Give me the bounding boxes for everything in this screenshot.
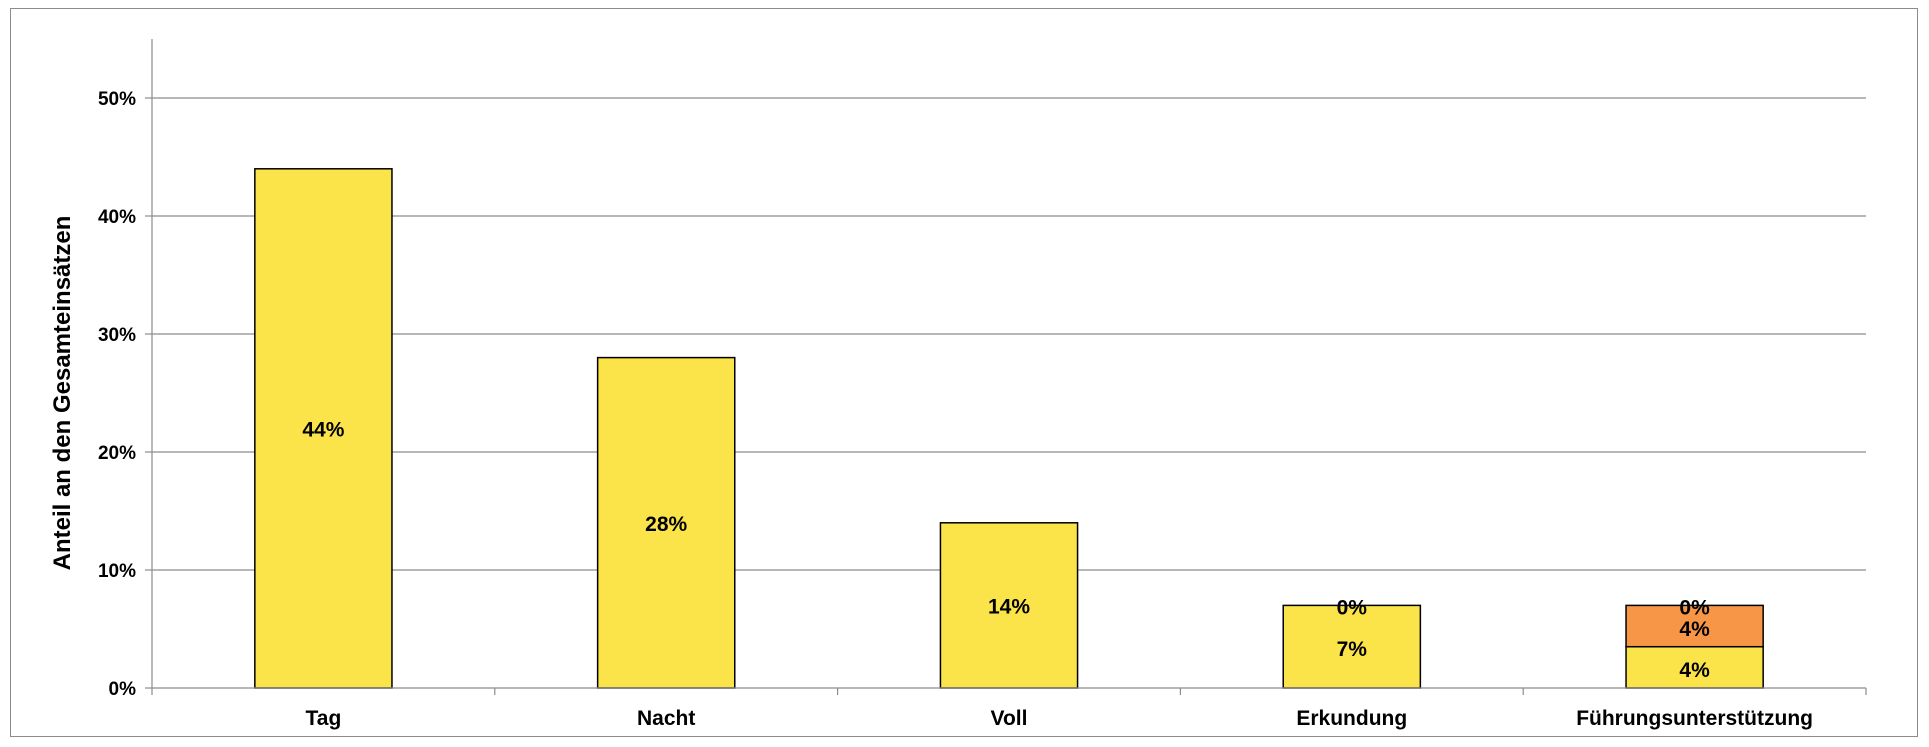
bar-tag-segment-0	[254, 168, 393, 689]
data-label: 0%	[1679, 597, 1710, 620]
gridlines	[152, 97, 1866, 571]
data-label: 4%	[1679, 659, 1710, 682]
y-tick-label: 10%	[98, 561, 136, 582]
bar-nacht-segment-0	[596, 356, 736, 689]
y-tick-label: 0%	[109, 679, 137, 700]
bars	[254, 168, 1764, 689]
x-category-label: Erkundung	[1296, 707, 1407, 730]
data-label: 7%	[1337, 638, 1368, 661]
y-axis-title: Anteil an den Gesamteinsätzen	[49, 216, 76, 571]
x-category-label: Voll	[991, 707, 1028, 730]
x-category-label: Tag	[306, 707, 342, 730]
data-label: 0%	[1337, 597, 1368, 620]
x-category-label: Führungsunterstützung	[1576, 707, 1813, 730]
bar-führungsunterstützung-segment-1	[1625, 604, 1764, 648]
y-tick-label: 20%	[98, 443, 136, 464]
data-label: 4%	[1679, 618, 1710, 641]
x-category-label: Nacht	[637, 707, 695, 730]
y-tick-label: 50%	[98, 89, 136, 110]
data-label: 14%	[988, 595, 1030, 618]
y-tick-label: 40%	[98, 207, 136, 228]
bar-erkundung-segment-0	[1282, 604, 1422, 689]
y-tick-label: 30%	[98, 325, 136, 346]
axes	[145, 39, 1867, 695]
bar-voll-segment-0	[939, 522, 1079, 689]
data-label: 44%	[302, 418, 344, 441]
data-label: 28%	[645, 513, 687, 536]
labels: 0% 10% 20% 30% 40% 50% 44% Tag 28% Nacht 14% Voll 7%…	[98, 89, 1813, 730]
